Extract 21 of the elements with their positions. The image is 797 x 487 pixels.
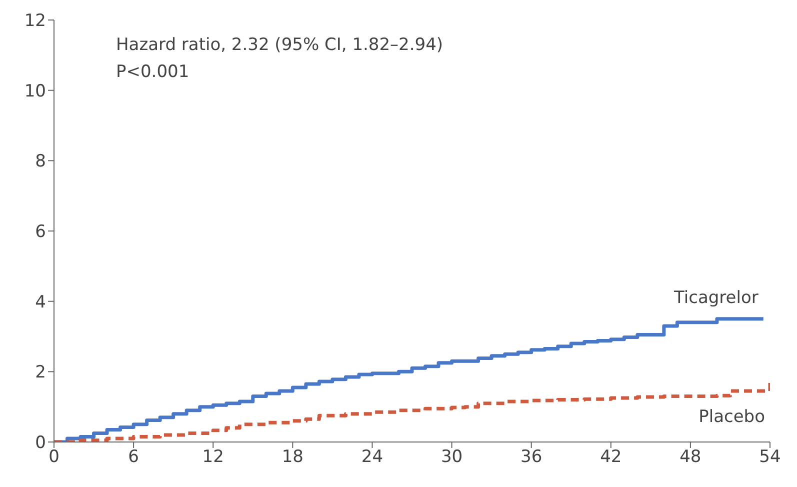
x-tick-label: 0 <box>48 447 60 468</box>
y-tick-label: 4 <box>35 292 46 312</box>
x-tick-label: 54 <box>759 447 781 468</box>
x-tick-label: 42 <box>600 447 622 468</box>
y-tick-label: 8 <box>35 152 46 172</box>
x-tick-label: 18 <box>282 447 304 468</box>
y-tick-label: 0 <box>35 433 46 454</box>
x-tick-label: 6 <box>128 447 139 468</box>
x-tick-label: 30 <box>440 447 463 468</box>
y-tick-label: 10 <box>24 81 46 102</box>
x-tick-label: 48 <box>680 447 702 468</box>
annotation: Hazard ratio, 2.32 (95% CI, 1.82–2.94) <box>116 34 444 57</box>
series-label: Ticagrelor <box>673 288 758 308</box>
x-tick-label: 12 <box>202 447 224 468</box>
y-tick-label: 6 <box>35 222 46 242</box>
y-tick-label: 2 <box>35 362 46 383</box>
y-tick-label: 12 <box>24 11 46 32</box>
x-tick-label: 36 <box>520 447 542 468</box>
annotation: P<0.001 <box>116 61 190 84</box>
series-label: Placebo <box>698 407 765 428</box>
x-tick-label: 24 <box>361 447 384 468</box>
